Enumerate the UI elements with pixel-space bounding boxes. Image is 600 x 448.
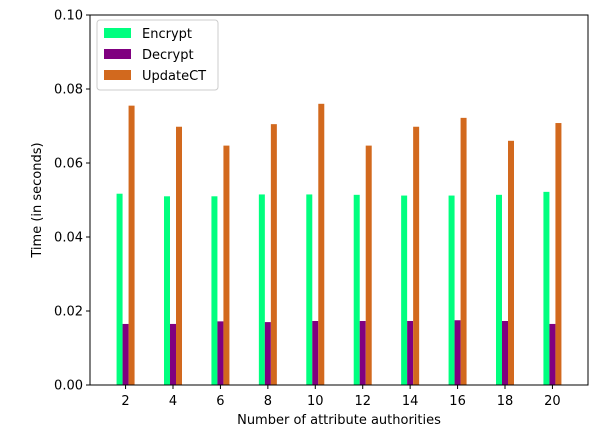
bar-updatect-12 bbox=[365, 145, 372, 385]
bar-encrypt-14 bbox=[401, 195, 408, 385]
legend-label-decrypt: Decrypt bbox=[142, 48, 194, 63]
bar-decrypt-14 bbox=[407, 320, 414, 385]
x-tick-label: 20 bbox=[544, 394, 561, 409]
x-tick-label: 4 bbox=[169, 394, 177, 409]
y-axis-label: Time (in seconds) bbox=[30, 142, 45, 258]
bar-encrypt-4 bbox=[164, 196, 170, 385]
bar-updatect-10 bbox=[318, 103, 325, 386]
x-tick-label: 2 bbox=[121, 394, 129, 409]
bar-decrypt-4 bbox=[170, 323, 176, 385]
bar-encrypt-8 bbox=[258, 194, 265, 385]
bar-decrypt-2 bbox=[122, 323, 129, 385]
legend: Encrypt Decrypt UpdateCT bbox=[96, 19, 219, 91]
bar-encrypt-20 bbox=[543, 191, 550, 385]
x-tick-label: 6 bbox=[216, 394, 224, 409]
legend-label-updatect: UpdateCT bbox=[142, 69, 206, 84]
y-ticks-group: 0.00 0.02 0.04 0.06 0.08 0.10 bbox=[54, 9, 90, 394]
bar-updatect-14 bbox=[413, 126, 420, 386]
x-axis-label: Number of attribute authorities bbox=[237, 413, 441, 428]
legend-swatch-updatect bbox=[104, 70, 131, 80]
x-tick-label: 16 bbox=[449, 394, 466, 409]
bar-updatect-16 bbox=[460, 117, 467, 386]
bar-updatect-20 bbox=[555, 123, 562, 385]
x-tick-label: 18 bbox=[497, 394, 514, 409]
x-tick-label: 10 bbox=[307, 394, 324, 409]
bar-decrypt-18 bbox=[502, 320, 508, 385]
y-tick-label: 0.04 bbox=[54, 231, 83, 246]
bar-encrypt-12 bbox=[353, 194, 360, 385]
y-tick-label: 0.06 bbox=[54, 157, 83, 172]
y-tick-label: 0.08 bbox=[54, 83, 83, 98]
bar-decrypt-16 bbox=[454, 320, 461, 385]
y-tick-label: 0.02 bbox=[54, 305, 83, 320]
x-tick-label: 14 bbox=[402, 394, 419, 409]
y-tick-label: 0.00 bbox=[54, 379, 83, 394]
x-tick-label: 12 bbox=[354, 394, 371, 409]
bar-decrypt-20 bbox=[549, 323, 556, 385]
legend-label-encrypt: Encrypt bbox=[142, 27, 192, 42]
y-tick-label: 0.10 bbox=[54, 9, 83, 24]
bar-encrypt-6 bbox=[211, 196, 218, 385]
x-tick-label: 8 bbox=[264, 394, 272, 409]
bar-decrypt-12 bbox=[359, 320, 366, 385]
bar-decrypt-10 bbox=[312, 320, 319, 385]
bar-encrypt-16 bbox=[448, 195, 455, 385]
bar-updatect-4 bbox=[176, 126, 182, 386]
legend-swatch-encrypt bbox=[104, 28, 131, 38]
plot-frame bbox=[89, 14, 589, 386]
x-ticks-group: 2 4 6 8 10 12 14 16 18 20 bbox=[121, 385, 561, 409]
bar-decrypt-8 bbox=[264, 322, 271, 385]
bar-encrypt-18 bbox=[496, 194, 502, 385]
bar-updatect-2 bbox=[128, 105, 135, 386]
bar-updatect-18 bbox=[508, 140, 514, 385]
bar-encrypt-2 bbox=[116, 193, 123, 385]
bar-decrypt-6 bbox=[217, 321, 224, 385]
bar-updatect-8 bbox=[270, 124, 277, 386]
bar-encrypt-10 bbox=[306, 194, 313, 385]
bars-group bbox=[116, 103, 562, 386]
legend-swatch-decrypt bbox=[104, 49, 131, 59]
bar-updatect-6 bbox=[223, 145, 230, 385]
